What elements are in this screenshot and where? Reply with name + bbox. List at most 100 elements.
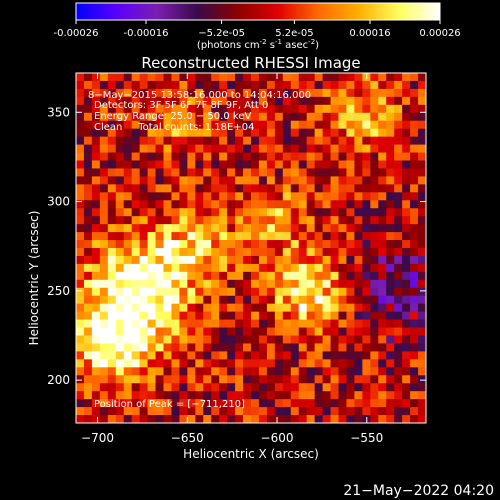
- heatmap-pixel: [251, 383, 260, 392]
- heatmap-pixel: [338, 319, 347, 328]
- heatmap-pixel: [314, 144, 323, 153]
- heatmap-pixel: [163, 160, 172, 169]
- heatmap-pixel: [274, 136, 284, 145]
- heatmap-pixel: [330, 80, 339, 90]
- heatmap-pixel: [139, 383, 148, 392]
- heatmap-pixel: [330, 303, 339, 313]
- heatmap-pixel: [243, 152, 252, 161]
- heatmap-pixel: [211, 383, 220, 392]
- heatmap-pixel: [107, 335, 117, 344]
- heatmap-pixel: [243, 216, 252, 225]
- heatmap-pixel: [330, 136, 339, 145]
- colorbar-ticks: -0.00026 -0.00016 −5.2e-05 5.2e-05 0.00016 0.…: [54, 20, 461, 39]
- heatmap-pixel: [354, 319, 363, 328]
- heatmap-pixel: [322, 287, 331, 297]
- heatmap-pixel: [203, 319, 212, 328]
- heatmap-pixel: [163, 399, 172, 408]
- heatmap-pixel: [123, 112, 133, 122]
- heatmap-pixel: [314, 335, 323, 344]
- heatmap-pixel: [354, 152, 363, 161]
- heatmap-pixel: [163, 383, 172, 392]
- heatmap-pixel: [163, 200, 172, 209]
- heatmap-pixel: [83, 216, 93, 225]
- heatmap-pixel: [298, 327, 308, 336]
- heatmap-pixel: [115, 287, 125, 297]
- heatmap-pixel: [163, 152, 172, 161]
- heatmap-pixel: [410, 399, 419, 408]
- heatmap-pixel: [418, 367, 426, 376]
- heatmap-pixel: [219, 248, 228, 257]
- heatmap-pixel: [370, 160, 379, 169]
- heatmap-pixel: [219, 168, 228, 177]
- heatmap-pixel: [235, 152, 244, 161]
- heatmap-pixel: [370, 248, 379, 257]
- heatmap-pixel: [258, 279, 268, 289]
- heatmap-pixel: [410, 407, 419, 416]
- heatmap-pixel: [354, 73, 363, 82]
- heatmap-pixel: [131, 208, 141, 217]
- heatmap-pixel: [107, 415, 117, 423]
- heatmap-pixel: [243, 73, 252, 82]
- heatmap-pixel: [123, 152, 133, 161]
- heatmap-pixel: [187, 343, 196, 352]
- heatmap-pixel: [386, 232, 395, 241]
- heatmap-pixel: [330, 88, 339, 98]
- heatmap-pixel: [354, 279, 363, 289]
- heatmap-pixel: [418, 200, 426, 209]
- heatmap-pixel: [362, 208, 371, 217]
- heatmap-pixel: [282, 104, 292, 114]
- heatmap-pixel: [107, 104, 117, 114]
- heatmap-pixel: [107, 120, 117, 130]
- heatmap-pixel: [258, 96, 268, 106]
- heatmap-pixel: [203, 263, 212, 273]
- heatmap-pixel: [179, 279, 188, 289]
- heatmap-pixel: [147, 184, 156, 193]
- heatmap-pixel: [402, 240, 411, 249]
- heatmap-pixel: [306, 176, 316, 185]
- heatmap-pixel: [251, 335, 260, 344]
- heatmap-pixel: [290, 192, 300, 201]
- heatmap-pixel: [418, 303, 426, 313]
- heatmap-pixel: [91, 359, 101, 368]
- heatmap-pixel: [258, 88, 268, 98]
- heatmap-pixel: [314, 96, 323, 106]
- heatmap-pixel: [314, 248, 323, 257]
- heatmap-pixel: [91, 208, 101, 217]
- heatmap-pixel: [243, 303, 252, 313]
- heatmap-pixel: [179, 136, 188, 145]
- heatmap-pixel: [282, 335, 292, 344]
- heatmap-pixel: [330, 160, 339, 169]
- heatmap-pixel: [378, 263, 387, 273]
- heatmap-pixel: [282, 208, 292, 217]
- heatmap-pixel: [195, 287, 204, 297]
- heatmap-pixel: [131, 192, 141, 201]
- heatmap-pixel: [187, 351, 196, 360]
- heatmap-pixel: [211, 208, 220, 217]
- heatmap-pixel: [76, 80, 85, 90]
- heatmap-pixel: [179, 128, 188, 138]
- heatmap-pixel: [378, 144, 387, 153]
- heatmap-pixel: [195, 73, 204, 82]
- heatmap-pixel: [266, 399, 276, 408]
- heatmap-pixel: [195, 335, 204, 344]
- heatmap-pixel: [131, 351, 141, 360]
- heatmap-pixel: [76, 216, 85, 225]
- heatmap-pixel: [314, 351, 323, 360]
- heatmap-pixel: [314, 407, 323, 416]
- heatmap-pixel: [322, 375, 331, 384]
- heatmap-pixel: [187, 112, 196, 122]
- heatmap-pixel: [211, 255, 220, 265]
- heatmap-pixel: [266, 200, 276, 209]
- heatmap-pixel: [394, 152, 403, 161]
- heatmap-pixel: [378, 351, 387, 360]
- heatmap-pixel: [386, 168, 395, 177]
- heatmap-pixel: [354, 96, 363, 106]
- heatmap-pixel: [266, 168, 276, 177]
- heatmap-pixel: [322, 200, 331, 209]
- heatmap-pixel: [386, 415, 395, 423]
- heatmap-pixel: [290, 359, 300, 368]
- heatmap-pixel: [131, 112, 141, 122]
- heatmap-pixel: [91, 168, 101, 177]
- heatmap-pixel: [107, 176, 117, 185]
- heatmap-pixel: [258, 375, 268, 384]
